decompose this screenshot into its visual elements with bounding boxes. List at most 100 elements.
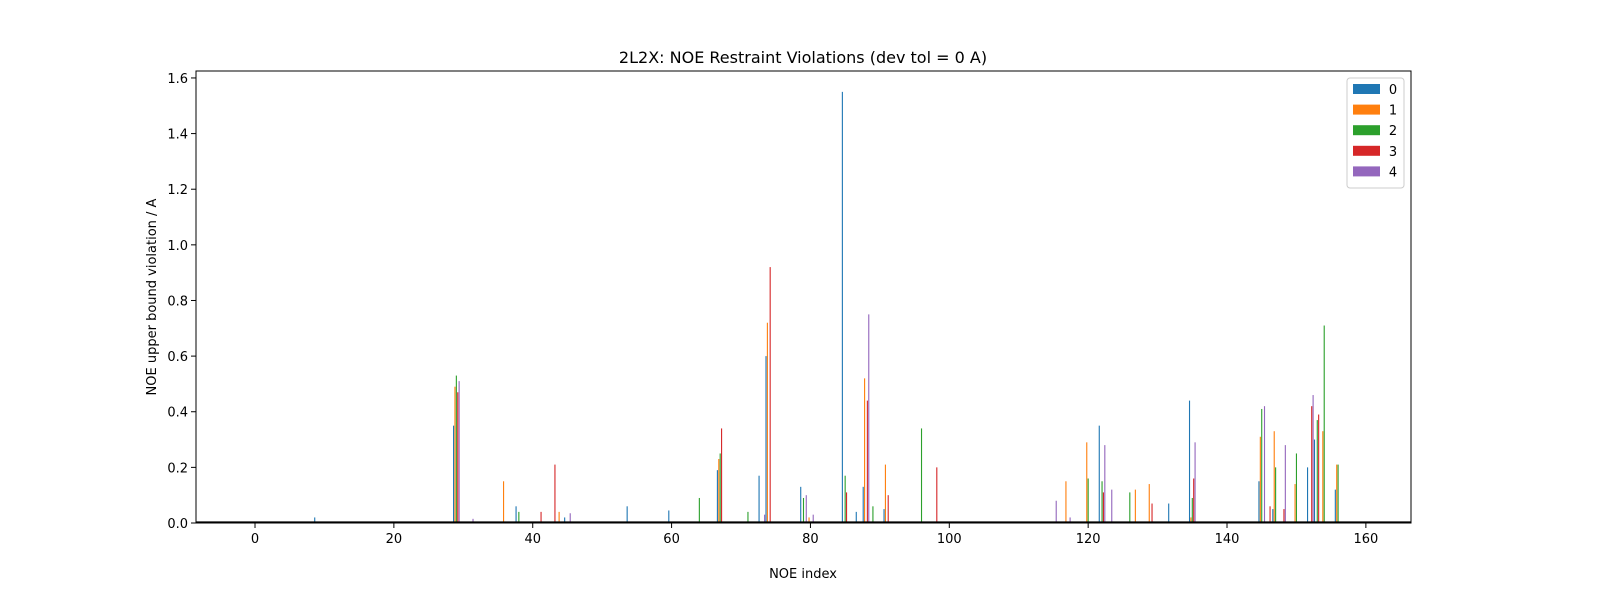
legend-label: 0 [1389,83,1397,98]
bar-series-1 [1065,481,1067,523]
bar-series-1 [864,378,866,523]
y-tick-label: 0.6 [167,350,188,365]
bar-series-4 [868,314,870,523]
y-tick-label: 1.6 [167,72,188,87]
y-tick-label: 0.0 [167,517,188,532]
legend-swatch [1353,125,1380,136]
bar-series-2 [1087,478,1089,523]
legend: 0 1 2 3 4 [1346,77,1405,189]
bar-series-1 [1134,489,1136,523]
bar-series-2 [1191,497,1193,523]
series-1 [454,322,1338,523]
bar-series-1 [1086,442,1088,523]
y-tick-label: 1.0 [167,239,188,254]
bar-series-4 [1055,500,1057,523]
x-tick-label: 100 [937,532,962,547]
x-tick-label: 60 [663,532,680,547]
axes-layer: 0 20 40 60 80 100 120 140 1600.00.20.40.60.81.01… [167,70,1412,547]
bar-series-0 [515,506,517,523]
legend-label: 1 [1389,104,1397,119]
series-2 [455,325,1339,523]
bar-series-2 [1323,325,1325,523]
x-axis-label: NOE index [769,567,837,582]
bar-series-3 [769,267,771,523]
x-tick-label: 120 [1076,532,1101,547]
bar-series-3 [540,511,542,523]
plot-frame [195,70,1412,524]
bar-series-2 [747,511,749,523]
series-0 [314,91,1336,524]
bar-series-0 [883,509,885,523]
bar-series-2 [455,375,457,523]
bar-series-4 [1284,445,1286,523]
bar-series-0 [668,510,670,523]
bar-series-0 [855,511,857,523]
x-tick-label: 160 [1353,532,1378,547]
bar-series-0 [716,470,718,523]
bar-series-1 [558,511,560,523]
bar-series-0 [862,486,864,523]
bar-series-4 [472,518,474,523]
x-tick-label: 40 [524,532,541,547]
plot-background [196,71,1411,523]
bar-series-0 [765,356,767,523]
bar-series-4 [764,514,766,523]
bar-series-3 [1283,509,1285,523]
legend-label: 2 [1389,124,1397,139]
bar-series-1 [1259,436,1261,523]
series-4 [458,314,1314,523]
bar-series-2 [1101,481,1103,523]
legend-label: 3 [1389,145,1397,160]
bar-series-1 [1322,431,1324,523]
chart-title: 2L2X: NOE Restraint Violations (dev tol … [619,48,987,67]
x-tick-label: 140 [1215,532,1240,547]
bar-series-3 [1193,478,1195,523]
bar-series-1 [503,481,505,523]
bar-series-3 [887,495,889,523]
legend-item: 4 [1353,165,1397,180]
bar-series-3 [721,428,723,523]
bar-series-0 [564,517,566,523]
plot-area [196,71,1411,523]
bar-series-3 [1151,503,1153,523]
bar-series-0 [1188,400,1191,523]
bar-series-0 [314,517,316,523]
bar-series-2 [1316,420,1318,523]
bar-series-2 [719,453,721,523]
x-tick-label: 80 [802,532,819,547]
bar-series-3 [1318,414,1320,523]
bar-series-3 [936,467,938,523]
bar-series-1 [808,517,810,523]
bar-series-2 [872,506,874,523]
bar-series-2 [1337,464,1339,523]
bar-series-4 [1104,445,1106,523]
series-3 [457,267,1320,523]
x-tick-label: 0 [251,532,259,547]
bar-series-0 [1334,489,1336,523]
bar-series-1 [1336,464,1338,523]
bar-series-4 [1194,442,1196,523]
y-tick-label: 0.4 [167,406,188,421]
bar-series-2 [518,511,520,523]
bars-layer [196,91,1411,524]
bar-series-0 [626,506,628,523]
bar-series-4 [1069,517,1071,523]
bar-series-0 [800,486,802,523]
bar-series-4 [1263,406,1266,523]
bar-series-1 [1148,484,1150,523]
bar-series-0 [1098,425,1100,523]
legend-item: 2 [1353,124,1397,139]
bar-series-4 [1111,489,1113,523]
bar-series-3 [457,392,459,523]
bar-series-0 [1313,439,1316,523]
bar-series-0 [1272,509,1274,523]
bar-series-1 [766,322,768,523]
bar-series-3 [1269,506,1271,523]
bar-series-3 [866,400,868,523]
legend-item: 0 [1353,83,1397,98]
bar-series-3 [845,492,848,523]
bar-series-4 [805,495,807,523]
bar-series-4 [812,514,814,523]
y-tick-label: 0.2 [167,461,188,476]
y-tick-label: 1.4 [167,128,188,143]
